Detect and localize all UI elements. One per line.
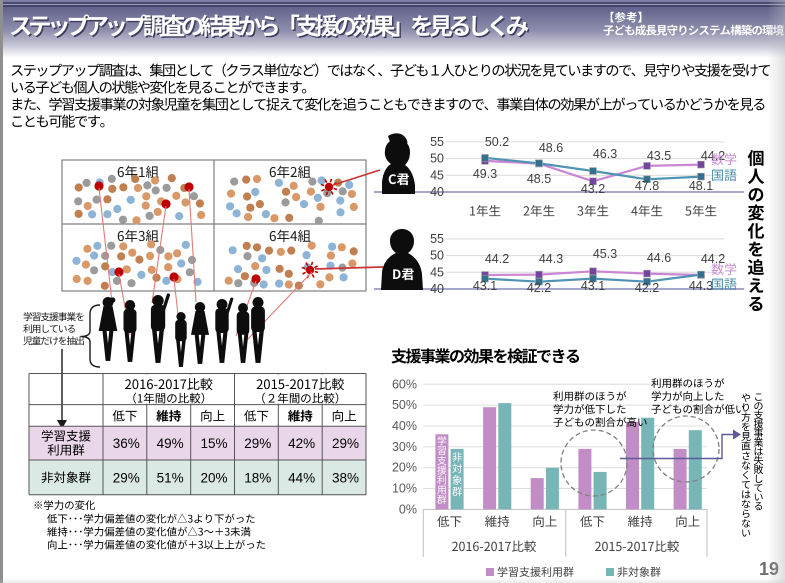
svg-text:45: 45 xyxy=(430,168,444,182)
svg-text:48.6: 48.6 xyxy=(539,141,563,155)
svg-text:29%: 29% xyxy=(113,471,140,486)
svg-text:50.2: 50.2 xyxy=(485,135,509,149)
svg-text:44.6: 44.6 xyxy=(647,251,671,265)
svg-text:46.3: 46.3 xyxy=(593,147,617,161)
svg-text:45.3: 45.3 xyxy=(593,247,617,261)
svg-text:43.1: 43.1 xyxy=(581,279,605,293)
svg-text:43.5: 43.5 xyxy=(647,149,671,163)
svg-text:44.2: 44.2 xyxy=(701,252,725,266)
svg-text:50%: 50% xyxy=(392,398,417,412)
svg-text:29%: 29% xyxy=(332,436,359,451)
svg-text:42.2: 42.2 xyxy=(635,281,659,295)
svg-text:47.8: 47.8 xyxy=(635,179,659,193)
svg-text:15%: 15% xyxy=(200,436,227,451)
svg-text:40: 40 xyxy=(430,185,444,199)
svg-text:44.3: 44.3 xyxy=(539,252,563,266)
svg-text:42.2: 42.2 xyxy=(527,281,551,295)
svg-text:40: 40 xyxy=(430,282,444,296)
svg-text:20%: 20% xyxy=(392,461,417,475)
svg-text:49.3: 49.3 xyxy=(473,167,497,181)
svg-text:43.1: 43.1 xyxy=(473,279,497,293)
svg-text:44%: 44% xyxy=(288,471,315,486)
svg-text:0%: 0% xyxy=(399,502,417,516)
svg-text:29%: 29% xyxy=(244,436,271,451)
svg-text:18%: 18% xyxy=(244,471,271,486)
svg-text:44.3: 44.3 xyxy=(689,279,713,293)
svg-text:38%: 38% xyxy=(332,471,359,486)
svg-text:30%: 30% xyxy=(392,440,417,454)
svg-text:40%: 40% xyxy=(392,419,417,433)
svg-text:45: 45 xyxy=(430,265,444,279)
svg-text:55: 55 xyxy=(430,135,444,149)
svg-text:10%: 10% xyxy=(392,482,417,496)
svg-text:55: 55 xyxy=(430,232,444,246)
svg-text:51%: 51% xyxy=(157,471,184,486)
svg-text:44.2: 44.2 xyxy=(485,252,509,266)
svg-text:20%: 20% xyxy=(200,471,227,486)
svg-text:50: 50 xyxy=(430,249,444,263)
svg-text:42%: 42% xyxy=(288,436,315,451)
svg-text:49%: 49% xyxy=(157,436,184,451)
svg-text:60%: 60% xyxy=(392,377,417,391)
svg-text:36%: 36% xyxy=(113,436,140,451)
svg-text:50: 50 xyxy=(430,152,444,166)
svg-text:43.2: 43.2 xyxy=(581,182,605,196)
svg-text:48.5: 48.5 xyxy=(527,172,551,186)
svg-text:48.1: 48.1 xyxy=(689,179,713,193)
